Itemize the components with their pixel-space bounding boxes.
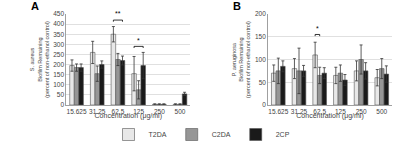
svg-text:31.25: 31.25	[89, 108, 106, 115]
svg-text:350: 350	[53, 30, 64, 37]
svg-text:*: *	[137, 37, 140, 44]
svg-text:450: 450	[53, 10, 64, 17]
svg-text:Concentration (μg/ml): Concentration (μg/ml)	[296, 112, 363, 120]
svg-text:250: 250	[53, 51, 64, 58]
svg-text:15.625: 15.625	[67, 108, 87, 115]
svg-text:62.5: 62.5	[112, 108, 125, 115]
svg-text:0: 0	[60, 101, 64, 108]
svg-text:500: 500	[376, 108, 387, 115]
svg-text:250: 250	[356, 108, 367, 115]
svg-text:15.625: 15.625	[268, 108, 288, 115]
svg-text:125: 125	[335, 108, 346, 115]
svg-text:0: 0	[262, 101, 266, 108]
svg-text:250: 250	[154, 108, 165, 115]
svg-text:B: B	[233, 0, 241, 12]
svg-text:T2DA: T2DA	[149, 131, 167, 138]
svg-text:P. aeruginosaBiofilm Remaining: P. aeruginosaBiofilm Remaining(percent o…	[231, 21, 251, 98]
svg-text:50: 50	[259, 79, 267, 86]
svg-text:S. aureusBiofilm Remaining(per: S. aureusBiofilm Remaining(percent of no…	[29, 21, 49, 98]
svg-text:200: 200	[53, 61, 64, 68]
svg-text:A: A	[31, 0, 39, 12]
svg-text:200: 200	[255, 10, 266, 17]
svg-text:*: *	[316, 25, 319, 32]
svg-text:50: 50	[57, 91, 65, 98]
svg-text:Concentration (μg/ml): Concentration (μg/ml)	[95, 112, 162, 120]
svg-text:100: 100	[53, 81, 64, 88]
svg-text:300: 300	[53, 41, 64, 48]
svg-text:500: 500	[175, 108, 186, 115]
svg-text:**: **	[115, 10, 121, 17]
svg-text:100: 100	[255, 56, 266, 63]
svg-text:62.5: 62.5	[313, 108, 326, 115]
svg-text:31.25: 31.25	[291, 108, 308, 115]
svg-text:150: 150	[53, 71, 64, 78]
svg-text:125: 125	[133, 108, 144, 115]
svg-text:400: 400	[53, 20, 64, 27]
svg-text:150: 150	[255, 33, 266, 40]
svg-text:2CP: 2CP	[276, 131, 290, 138]
svg-text:C2DA: C2DA	[212, 131, 231, 138]
